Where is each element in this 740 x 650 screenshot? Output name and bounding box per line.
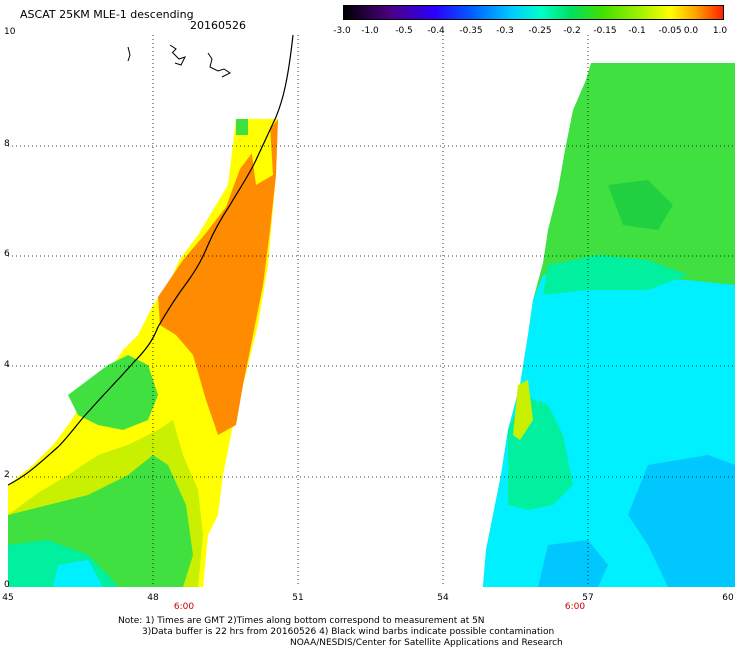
y-tick: 4 (4, 360, 10, 370)
y-tick: 10 (4, 27, 16, 37)
footnote-line: Note: 1) Times are GMT 2)Times along bot… (118, 616, 485, 626)
colorbar-tick: 1.0 (712, 26, 728, 36)
colorbar-tick: -0.1 (628, 26, 646, 36)
x-tick: 51 (292, 593, 304, 603)
island-outline (127, 46, 131, 62)
colorbar (343, 5, 724, 20)
grid (8, 35, 735, 587)
pass-time-label: 6:00 (564, 602, 586, 612)
swath-left-green-mid (68, 355, 158, 430)
swath-left (8, 119, 278, 587)
colorbar-tick: -0.35 (459, 26, 483, 36)
colorbar-tick: -0.5 (395, 26, 413, 36)
x-tick: 45 (2, 593, 14, 603)
colorbar-tick: -0.05 (658, 26, 682, 36)
map-title: ASCAT 25KM MLE-1 descending (20, 8, 194, 21)
swath-right-blue-2 (538, 540, 608, 587)
coastline (8, 35, 294, 486)
swath-left-lightcyan (53, 560, 103, 587)
island-outline (169, 44, 186, 66)
colorbar-tick: -0.25 (528, 26, 552, 36)
colorbar-tick: -1.0 (361, 26, 379, 36)
x-tick: 48 (147, 593, 159, 603)
footnote-line: NOAA/NESDIS/Center for Satellite Applica… (290, 638, 563, 648)
island-outline (207, 52, 231, 78)
y-tick: 8 (4, 139, 10, 149)
pass-time-label: 6:00 (173, 602, 195, 612)
y-tick: 2 (4, 470, 10, 480)
swath-right (483, 63, 735, 587)
colorbar-tick: -0.4 (427, 26, 445, 36)
wind-map (8, 35, 735, 587)
x-tick: 60 (722, 593, 734, 603)
colorbar-tick: -0.15 (593, 26, 617, 36)
colorbar-tick: 0.0 (683, 26, 699, 36)
swath-left-green-top (236, 119, 248, 135)
x-tick: 54 (437, 593, 449, 603)
colorbar-tick: -0.2 (563, 26, 581, 36)
footnote-line: 3)Data buffer is 22 hrs from 20160526 4)… (142, 627, 555, 637)
y-tick: 6 (4, 249, 10, 259)
map-date: 20160526 (190, 19, 246, 32)
swath-left-yellow-top (248, 125, 273, 185)
colorbar-ticks: -3.0 -1.0 -0.5 -0.4 -0.35 -0.3 -0.25 -0.… (330, 26, 740, 38)
swath-right-yellow (513, 380, 533, 440)
swath-right-blue (628, 455, 735, 587)
colorbar-tick: -0.3 (496, 26, 514, 36)
swath-right-cyangreen-2 (543, 255, 688, 295)
y-tick: 0 (4, 580, 10, 590)
x-tick: 57 (582, 593, 594, 603)
swath-right-green-patch (608, 180, 673, 230)
colorbar-tick: -3.0 (333, 26, 351, 36)
swath-left-orange (158, 119, 278, 435)
